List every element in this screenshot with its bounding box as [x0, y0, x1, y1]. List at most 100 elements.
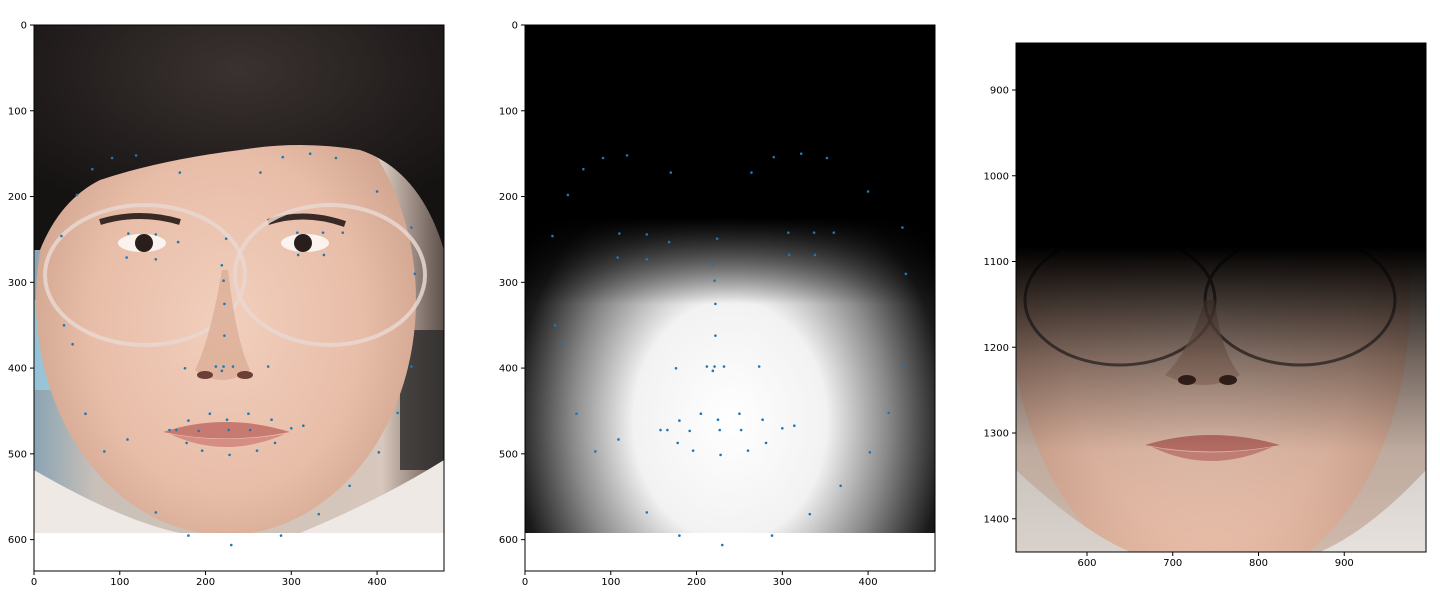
- landmark-point: [134, 154, 138, 157]
- landmark-point: [208, 412, 212, 416]
- landmark-point: [868, 451, 872, 454]
- landmark-point: [321, 231, 325, 234]
- landmark-point: [247, 412, 250, 416]
- landmark-point: [645, 511, 649, 514]
- landmark-point: [220, 263, 224, 267]
- landmark-point: [720, 543, 724, 547]
- axes-frame: [524, 24, 936, 572]
- axis-ticks: 600 700 800 900 900 1000 1100 1200 1300 1400: [984, 86, 1354, 570]
- landmark-point: [781, 427, 784, 430]
- panel-masked-crop: 600 700 800 900 900 1000 1100 1200 1300 1400: [984, 42, 1427, 570]
- landmark-point: [317, 512, 321, 516]
- y-tick-label: 600: [499, 535, 518, 546]
- x-tick-label: 400: [859, 577, 878, 588]
- face-photo: [34, 25, 444, 533]
- landmark-point: [715, 237, 719, 240]
- x-tick-label: 300: [773, 577, 792, 588]
- landmark-point: [248, 428, 252, 432]
- landmark-point: [714, 334, 717, 337]
- landmark-point: [575, 412, 578, 416]
- landmark-point: [713, 365, 716, 368]
- landmark-point: [645, 233, 649, 236]
- y-tick-label: 1000: [984, 171, 1009, 182]
- y-tick-label: 0: [512, 21, 518, 32]
- landmark-point: [281, 155, 285, 159]
- landmark-point: [711, 369, 715, 373]
- landmark-point: [200, 449, 204, 452]
- landmark-point: [259, 171, 262, 174]
- landmark-point: [714, 302, 717, 306]
- landmark-point: [901, 226, 904, 229]
- landmark-point: [270, 418, 273, 422]
- landmark-point: [678, 419, 681, 422]
- x-tick-label: 600: [1077, 558, 1096, 569]
- landmark-point: [185, 441, 188, 445]
- landmark-point: [887, 411, 890, 415]
- landmark-point: [231, 365, 235, 368]
- landmark-point: [266, 365, 270, 368]
- landmark-point: [618, 232, 621, 235]
- landmark-point: [375, 190, 379, 193]
- landmark-point: [341, 231, 345, 234]
- landmark-point: [839, 484, 842, 488]
- landmark-point: [739, 428, 743, 432]
- landmark-point: [377, 451, 381, 454]
- landmark-point: [255, 449, 259, 452]
- axes-frame: [33, 24, 445, 572]
- landmark-point: [413, 272, 417, 276]
- landmark-points-mask: [551, 152, 908, 547]
- landmark-point: [901, 365, 904, 368]
- landmark-point: [678, 534, 681, 537]
- x-tick-label: 200: [687, 577, 706, 588]
- landmark-point: [220, 369, 224, 373]
- axis-ticks: 0 100 200 300 400 0 100 200 300 400 500 600: [499, 21, 878, 589]
- landmark-point: [228, 453, 231, 457]
- y-tick-label: 200: [499, 192, 518, 203]
- panel-face-photo: 0 100 200 300 400 0 100 200 300 400 500 600: [8, 21, 445, 588]
- landmark-point: [616, 256, 619, 259]
- landmark-point: [222, 279, 225, 283]
- landmark-point: [229, 543, 233, 547]
- landmark-point: [711, 263, 715, 267]
- landmark-point: [722, 365, 726, 368]
- y-tick-label: 1100: [984, 257, 1009, 268]
- landmark-point: [62, 324, 66, 327]
- landmark-point: [183, 366, 187, 370]
- x-tick-label: 700: [1163, 558, 1182, 569]
- landmark-point: [222, 365, 225, 368]
- y-tick-label: 200: [8, 192, 27, 203]
- landmark-point: [60, 234, 63, 238]
- landmark-point: [787, 253, 791, 257]
- landmark-point: [296, 253, 300, 257]
- landmark-point: [699, 412, 703, 416]
- landmark-point: [582, 167, 585, 171]
- landmark-point: [764, 441, 768, 445]
- landmark-point: [71, 342, 74, 346]
- y-tick-label: 600: [8, 535, 27, 546]
- y-tick-label: 100: [499, 106, 518, 117]
- landmark-point: [625, 154, 629, 157]
- landmark-point: [688, 429, 691, 433]
- landmark-point: [812, 231, 816, 234]
- landmark-point: [566, 193, 570, 197]
- y-tick-label: 1400: [984, 514, 1009, 525]
- landmark-point: [645, 257, 649, 261]
- landmark-point: [410, 226, 413, 229]
- y-tick-label: 1200: [984, 343, 1009, 354]
- landmark-point: [110, 156, 114, 160]
- y-tick-label: 900: [990, 86, 1009, 97]
- landmark-point: [290, 427, 293, 430]
- landmark-point: [594, 450, 597, 453]
- landmark-point: [761, 418, 764, 422]
- landmark-point: [103, 450, 106, 453]
- x-tick-label: 800: [1249, 558, 1268, 569]
- masked-crop-image: [1016, 43, 1426, 552]
- landmark-point: [279, 534, 283, 537]
- landmark-point: [223, 334, 226, 337]
- landmark-point: [832, 231, 836, 234]
- landmark-point: [719, 453, 722, 457]
- landmark-point: [127, 232, 130, 235]
- landmark-point: [617, 438, 620, 441]
- landmark-point: [227, 428, 231, 432]
